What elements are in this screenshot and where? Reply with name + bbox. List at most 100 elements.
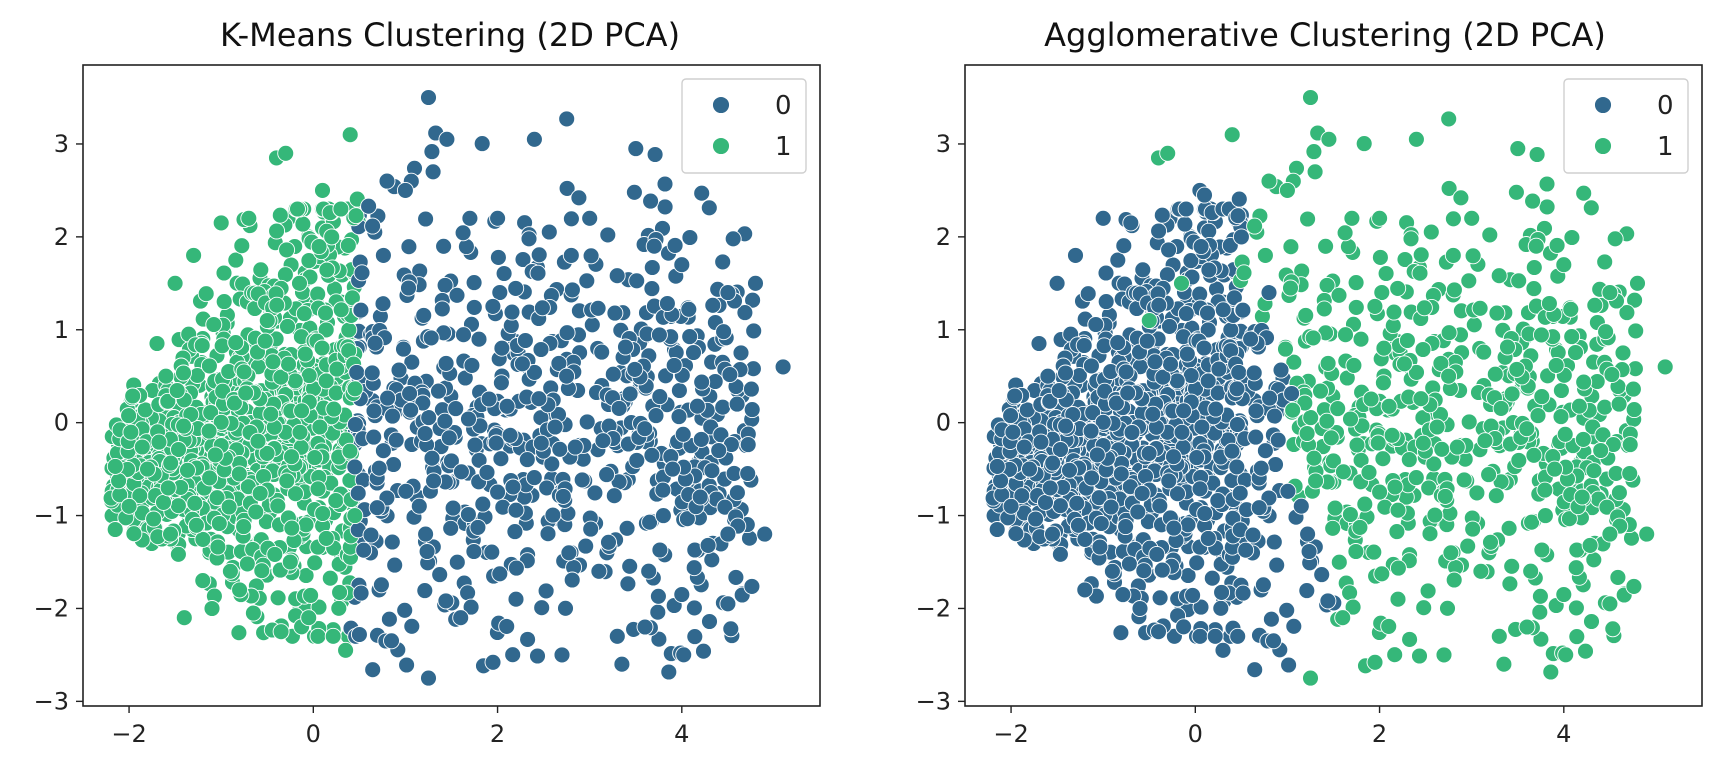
kmeans-point-cluster-0 [489, 483, 507, 501]
kmeans-point-series-0 [654, 507, 672, 525]
kmeans-point-series-0 [691, 488, 709, 506]
agglomerative-point-cluster-0 [1207, 400, 1225, 418]
agglomerative-point-cluster-0 [1051, 545, 1069, 563]
kmeans-point-cluster-0 [686, 628, 704, 646]
kmeans-point-cluster-0 [617, 338, 634, 356]
kmeans-point-cluster-0 [433, 300, 451, 318]
kmeans-point-cluster-0 [504, 478, 522, 496]
agglomerative-point-cluster-0 [1250, 499, 1268, 517]
agglomerative-point-cluster-1 [1536, 481, 1554, 499]
kmeans-point-cluster-0 [643, 280, 661, 298]
agglomerative-point-cluster-0 [1178, 345, 1196, 363]
kmeans-point-cluster-0 [643, 446, 661, 464]
kmeans-point-cluster-0 [383, 533, 401, 551]
agglomerative-point-cluster-0 [1179, 516, 1197, 534]
kmeans-point-cluster-0 [562, 210, 580, 228]
agglomerative-point-cluster-1 [1603, 366, 1621, 384]
kmeans-point-cluster-0 [692, 430, 710, 448]
agglomerative-point-cluster-1 [1583, 613, 1600, 630]
kmeans-point-cluster-0 [525, 469, 543, 487]
agglomerative-point-cluster-0 [1114, 586, 1132, 604]
agglomerative-point-cluster-0 [1151, 497, 1169, 515]
agglomerative-point-cluster-0 [1188, 554, 1206, 572]
kmeans-point-cluster-1 [317, 304, 334, 322]
kmeans-point-series-1 [314, 181, 331, 199]
kmeans-point-cluster-1 [122, 423, 140, 441]
kmeans-point-cluster-0 [416, 425, 434, 442]
agglomerative-point-cluster-1 [1568, 628, 1586, 646]
agglomerative-point-cluster-1 [1318, 412, 1336, 430]
agglomerative-point-series-1 [1223, 126, 1241, 144]
agglomerative-point-cluster-0 [1265, 533, 1283, 551]
kmeans-point-cluster-0 [675, 646, 693, 664]
kmeans-point-cluster-1 [253, 562, 271, 580]
kmeans-point-cluster-0 [688, 397, 706, 415]
kmeans-point-cluster-0 [462, 598, 480, 616]
agglomerative-point-cluster-0 [1213, 583, 1231, 601]
kmeans-point-cluster-0 [473, 135, 491, 153]
kmeans-point-series-0 [420, 669, 437, 687]
kmeans-legend-marker-1 [712, 137, 730, 155]
kmeans-point-cluster-0 [465, 274, 483, 292]
agglomerative-point-series-0 [1196, 186, 1213, 204]
agglomerative-point-cluster-1 [1389, 501, 1407, 519]
kmeans-point-cluster-0 [498, 397, 516, 415]
kmeans-point-cluster-0 [558, 367, 576, 385]
agglomerative-point-cluster-0 [1030, 335, 1048, 352]
kmeans-point-cluster-0 [586, 484, 604, 502]
agglomerative-point-series-1 [1260, 172, 1278, 190]
agglomerative-point-cluster-1 [1476, 432, 1494, 450]
agglomerative-point-cluster-1 [1414, 434, 1432, 452]
agglomerative-point-cluster-0 [1144, 405, 1162, 423]
kmeans-point-cluster-0 [495, 265, 513, 282]
kmeans-point-series-0 [590, 562, 608, 580]
kmeans-point-cluster-0 [379, 389, 397, 407]
agglomerative-point-cluster-0 [1168, 372, 1186, 390]
kmeans-point-cluster-1 [343, 289, 361, 307]
kmeans-point-cluster-0 [578, 413, 596, 431]
agglomerative-point-cluster-1 [1585, 462, 1603, 480]
agglomerative-point-cluster-0 [1279, 482, 1297, 500]
kmeans-plot-frame [82, 64, 821, 707]
agglomerative-y-tick-label: 2 [936, 223, 951, 251]
agglomerative-point-cluster-0 [1109, 334, 1127, 352]
agglomerative-point-cluster-1 [1348, 436, 1366, 454]
agglomerative-x-tick-label: 0 [1188, 720, 1203, 748]
kmeans-point-cluster-0 [396, 601, 414, 619]
agglomerative-point-series-1 [1173, 274, 1190, 292]
agglomerative-point-cluster-0 [1278, 601, 1296, 619]
kmeans-point-cluster-1 [271, 206, 289, 224]
kmeans-point-cluster-1 [200, 422, 218, 440]
kmeans-point-cluster-0 [743, 577, 761, 595]
kmeans-point-cluster-0 [386, 556, 404, 574]
agglomerative-point-cluster-1 [1412, 246, 1430, 264]
agglomerative-point-cluster-1 [1371, 483, 1389, 501]
kmeans-point-cluster-0 [626, 360, 644, 378]
kmeans-point-cluster-1 [347, 207, 365, 225]
agglomerative-point-series-1 [1366, 653, 1384, 671]
agglomerative-point-cluster-1 [1552, 408, 1570, 426]
agglomerative-point-cluster-1 [1317, 237, 1335, 255]
kmeans-point-cluster-1 [193, 337, 211, 354]
agglomerative-point-cluster-0 [1299, 525, 1317, 543]
kmeans-point-cluster-0 [563, 281, 581, 299]
agglomerative-point-cluster-1 [1305, 449, 1323, 467]
kmeans-point-cluster-0 [417, 210, 435, 228]
kmeans-point-cluster-0 [435, 237, 453, 255]
kmeans-point-cluster-1 [125, 525, 143, 543]
kmeans-point-cluster-0 [442, 452, 460, 470]
kmeans-point-cluster-0 [619, 575, 637, 593]
kmeans-point-cluster-0 [390, 361, 408, 379]
agglomerative-point-series-1 [1444, 246, 1462, 264]
kmeans-point-cluster-1 [252, 261, 270, 279]
kmeans-point-cluster-0 [484, 297, 502, 315]
agglomerative-point-cluster-0 [1057, 417, 1075, 435]
kmeans-point-cluster-0 [685, 599, 703, 617]
kmeans-point-cluster-0 [436, 412, 454, 430]
kmeans-point-cluster-0 [554, 487, 572, 505]
kmeans-point-cluster-0 [621, 557, 639, 575]
agglomerative-point-series-0 [1122, 214, 1140, 232]
kmeans-point-cluster-0 [693, 373, 711, 391]
kmeans-point-cluster-0 [395, 340, 412, 358]
agglomerative-point-cluster-1 [1625, 577, 1643, 595]
